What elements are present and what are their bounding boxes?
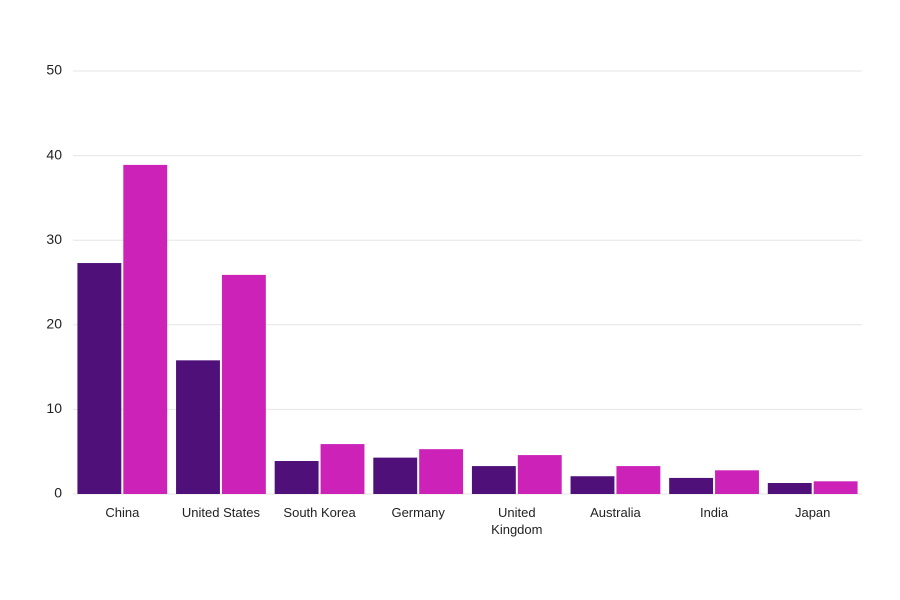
y-tick-label: 50	[46, 62, 62, 78]
bar	[373, 457, 418, 494]
bar	[616, 466, 661, 494]
y-tick-label: 20	[46, 316, 62, 332]
x-tick-label: India	[699, 505, 729, 520]
bar	[221, 274, 266, 494]
y-tick-label: 30	[46, 231, 62, 247]
x-tick-label: Australia	[590, 505, 641, 520]
bar	[419, 449, 464, 494]
y-tick-label: 10	[46, 400, 62, 416]
bar	[274, 461, 319, 494]
bar	[123, 164, 168, 494]
bar	[176, 360, 220, 494]
bar	[715, 470, 759, 494]
bar	[471, 466, 516, 494]
x-tick-label: Japan	[794, 505, 831, 520]
bar	[77, 263, 122, 494]
x-tick-label: United States	[181, 505, 260, 520]
x-tick-label: South Korea	[283, 505, 356, 520]
bar	[320, 444, 365, 494]
x-tick-label: Germany	[391, 505, 445, 520]
bar	[669, 477, 714, 494]
y-tick-label: 40	[46, 146, 62, 162]
y-tick-label: 0	[54, 485, 62, 501]
bar	[517, 455, 562, 494]
bar	[813, 481, 858, 494]
bar	[570, 476, 615, 494]
bar	[767, 483, 812, 494]
x-tick-label: China	[105, 505, 140, 520]
x-tick-label: United Kingdom	[491, 505, 543, 537]
